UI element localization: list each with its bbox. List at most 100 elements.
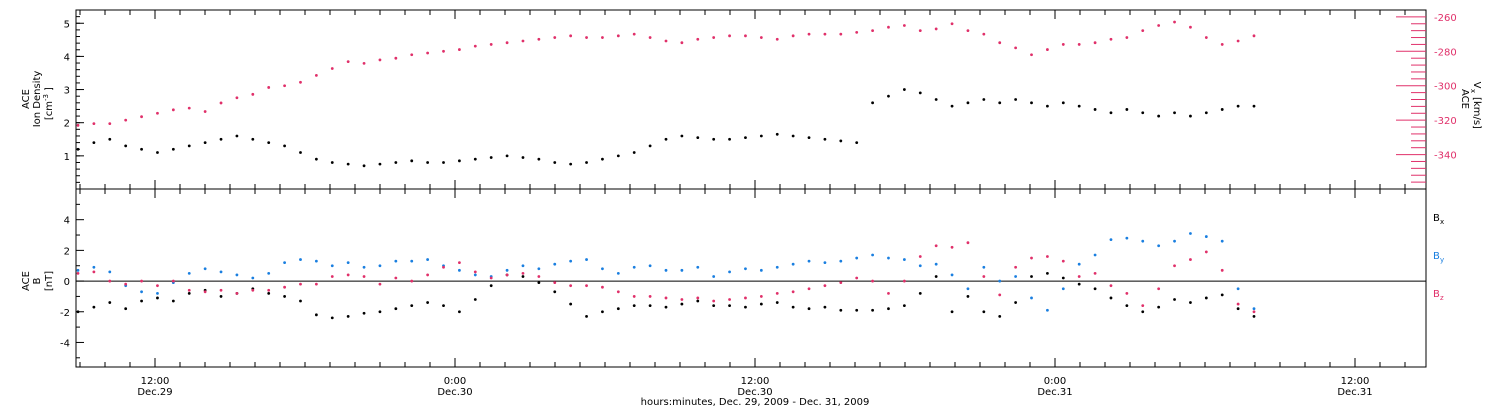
bz-point: [839, 281, 843, 285]
bx-point: [1046, 271, 1049, 275]
bx-point: [346, 314, 350, 318]
by-point: [1046, 308, 1049, 312]
density-point: [458, 159, 461, 163]
bx-point: [982, 310, 986, 314]
by-point: [394, 259, 398, 263]
by-point: [473, 273, 477, 277]
vx-point: [1204, 36, 1208, 39]
bz-point: [362, 275, 366, 278]
vx-point: [918, 29, 922, 33]
bx-point: [712, 304, 716, 308]
density-point: [775, 132, 779, 136]
vx-point: [1061, 43, 1065, 46]
vx-point: [521, 39, 525, 43]
legend-label: B: [1433, 251, 1440, 262]
vx-point: [664, 39, 668, 43]
by-point: [362, 265, 366, 269]
by-point: [823, 261, 827, 265]
density-point: [203, 141, 207, 144]
by-point: [744, 267, 747, 271]
density-point: [759, 134, 763, 138]
by-point: [664, 268, 668, 272]
density-point: [1220, 108, 1224, 111]
by-point: [791, 262, 795, 266]
by-point: [267, 271, 271, 275]
vx-point: [283, 84, 286, 88]
vx-point: [871, 29, 874, 33]
field-tick-label: -4: [60, 338, 70, 349]
bx-point: [426, 301, 430, 304]
vx-point: [473, 44, 477, 48]
density-point: [171, 147, 175, 151]
bz-point: [489, 276, 493, 280]
density-point: [378, 162, 382, 166]
vx-point: [728, 34, 731, 38]
bz-point: [473, 270, 477, 274]
bz-point: [521, 271, 525, 275]
bx-point: [1204, 296, 1208, 300]
density-point: [648, 144, 652, 148]
bz-point: [378, 282, 382, 286]
vx-point: [267, 86, 271, 89]
vx-point: [791, 34, 795, 38]
density-point: [632, 151, 636, 154]
bz-point: [346, 273, 350, 277]
density-point: [791, 134, 795, 138]
density-point: [855, 141, 859, 144]
density-point: [823, 137, 827, 141]
bx-point: [902, 304, 906, 308]
date-tick-label: Dec.31: [1337, 387, 1372, 398]
by-point: [378, 264, 382, 268]
by-point: [505, 268, 509, 272]
date-tick-label: Dec.30: [437, 387, 472, 398]
bz-point: [1061, 259, 1065, 263]
density-axis-label-name: Ion Density: [32, 71, 43, 128]
bz-point: [680, 298, 684, 301]
vx-point: [378, 58, 382, 62]
density-point: [251, 137, 255, 141]
bz-point: [1109, 284, 1113, 288]
by-point: [998, 279, 1002, 283]
bx-point: [823, 305, 827, 309]
top-panel-frame: [75, 9, 1427, 190]
density-axis-label-ace: ACE: [21, 89, 32, 109]
by-point: [616, 271, 620, 275]
density-point: [219, 137, 223, 141]
vx-point: [616, 34, 620, 38]
density-point: [442, 161, 445, 164]
vx-point: [1236, 39, 1240, 43]
bz-point: [585, 284, 588, 288]
by-point: [426, 258, 430, 261]
bz-point: [902, 279, 906, 283]
by-point: [950, 273, 954, 277]
by-point: [1204, 235, 1208, 238]
vx-point: [1014, 46, 1018, 50]
by-point: [1252, 307, 1256, 311]
bz-point: [426, 273, 430, 277]
bz-point: [1030, 256, 1033, 260]
vx-point: [124, 118, 128, 122]
vx-point: [314, 74, 318, 77]
bx-point: [934, 275, 938, 278]
legend-subscript: x: [1440, 218, 1444, 226]
bz-point: [823, 284, 827, 288]
density-unit-close: ]: [44, 87, 55, 91]
density-point: [76, 147, 80, 151]
vx-point: [330, 67, 334, 70]
field-axis-ticks: 4 2 0 -2 -4: [60, 203, 84, 359]
field-axis-label-b: B: [32, 277, 43, 284]
date-tick-label: Dec.30: [737, 387, 772, 398]
legend-subscript: y: [1440, 256, 1444, 264]
bx-point: [314, 313, 318, 317]
by-point: [1125, 236, 1129, 240]
vx-point: [1189, 25, 1192, 29]
vx-point: [171, 108, 175, 112]
density-point: [1109, 111, 1113, 115]
vx-point: [680, 41, 684, 45]
density-point: [696, 136, 700, 140]
velocity-axis-ticks: -260 -280 -300 -320 -340: [1396, 13, 1457, 183]
bx-point: [473, 298, 477, 301]
vx-point: [775, 37, 779, 41]
by-point: [887, 256, 890, 260]
